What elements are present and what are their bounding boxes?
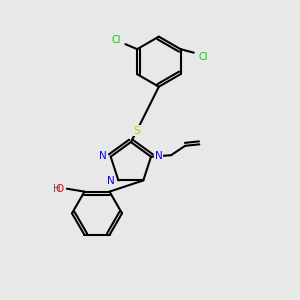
- Text: Cl: Cl: [198, 52, 208, 61]
- Text: N: N: [154, 151, 162, 161]
- Text: S: S: [133, 126, 140, 136]
- Text: O: O: [55, 184, 63, 194]
- Text: N: N: [100, 151, 107, 161]
- Text: H: H: [53, 184, 61, 194]
- Text: N: N: [107, 176, 115, 186]
- Text: Cl: Cl: [111, 35, 121, 45]
